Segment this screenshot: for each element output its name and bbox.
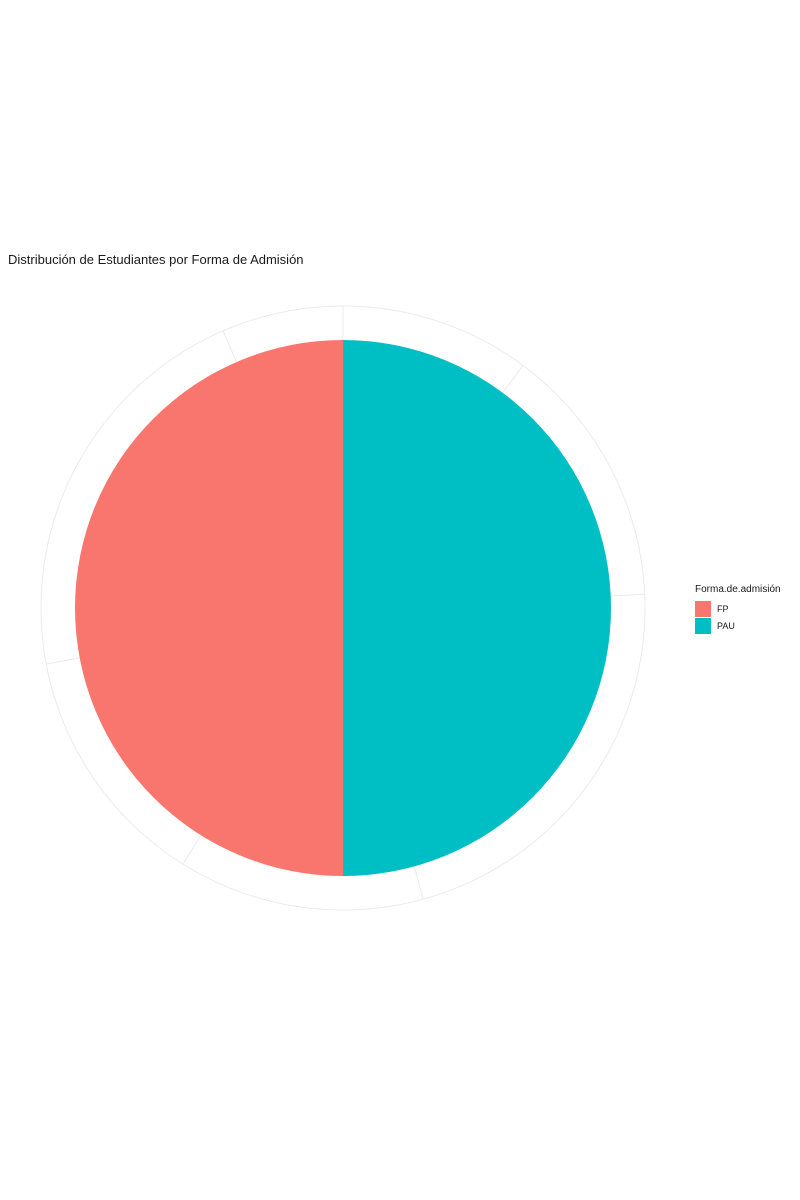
polar-grid [40, 305, 646, 911]
grid-spoke-5 [46, 657, 80, 665]
legend-item-fp: FP [695, 600, 781, 617]
pie-slice-fp [75, 340, 343, 876]
chart-title: Distribución de Estudiantes por Forma de… [8, 252, 304, 267]
grid-spoke-6 [222, 330, 238, 363]
legend-swatch-pau [695, 617, 711, 634]
grid-spoke-2 [610, 593, 645, 597]
grid-spoke-4 [182, 835, 202, 865]
legend: Forma.de.admisión FP PAU [695, 584, 781, 634]
legend-item-pau: PAU [695, 617, 781, 634]
grid-spoke-1 [502, 365, 524, 394]
legend-swatch-fp [695, 600, 711, 617]
legend-label-pau: PAU [717, 620, 735, 631]
grid-spoke-3 [413, 866, 424, 900]
legend-label-fp: FP [717, 603, 729, 614]
pie-slice-pau [343, 340, 611, 876]
legend-title: Forma.de.admisión [695, 584, 781, 595]
pie-slices [75, 340, 611, 876]
legend-items: FP PAU [695, 600, 781, 634]
